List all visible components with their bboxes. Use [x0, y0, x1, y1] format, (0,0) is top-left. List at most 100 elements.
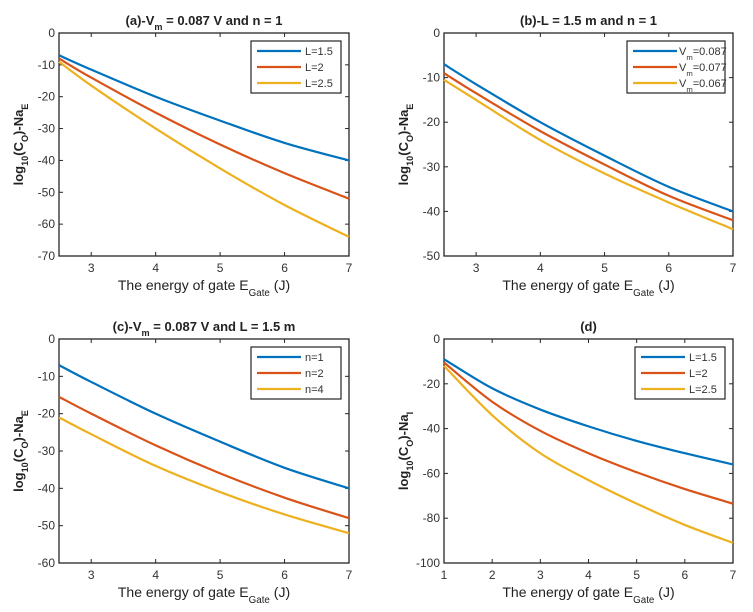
ylabel-text: )-Na: [396, 109, 411, 135]
y-tick-label: -10: [38, 58, 56, 72]
ylabel-subscript: O: [405, 440, 415, 447]
xlabel-text: (J): [270, 277, 290, 293]
legend: n=1 n=2 n=4: [250, 346, 342, 400]
ylabel-subscript: 10: [405, 460, 415, 470]
series-line-1: [443, 63, 734, 213]
xlabel-subscript: Gate: [249, 288, 271, 299]
subplot-c: 3 4 5 6 7 0 -10 -20 -30 -40 -50 -60 n=1 n=2 n=4 (c)-Vm …: [11, 319, 353, 606]
x-tick-label: 7: [346, 568, 353, 582]
y-tick-label: 0: [48, 26, 55, 40]
ylabel-text: )-Na: [11, 415, 26, 441]
x-tick-label: 7: [730, 568, 737, 582]
y-tick-label: -10: [423, 71, 441, 85]
ylabel-subscript: E: [20, 104, 30, 110]
ylabel-text: (C: [11, 448, 26, 462]
ylabel-subscript: 10: [405, 156, 415, 166]
xlabel-subscript: Gate: [633, 595, 655, 606]
series-line-1: [443, 358, 734, 466]
subplot-d: 1 2 3 4 5 6 7 0 -20 -40 -60 -80 -100 L=1.5 L=2 L=2.5 (d)…: [396, 319, 737, 606]
y-tick-label: -20: [423, 377, 441, 391]
x-tick-label: 3: [88, 568, 95, 582]
title-text: (a)-V: [126, 13, 155, 28]
y-tick-label: -20: [423, 115, 441, 129]
legend-label: L=2.5: [689, 384, 717, 396]
legend-label-subscript: m: [686, 69, 692, 78]
xlabel-subscript: Gate: [249, 595, 271, 606]
y-tick-label: 0: [433, 332, 440, 346]
x-tick-label: 3: [88, 261, 95, 275]
y-tick-label: 0: [48, 332, 55, 346]
y-tick-label: -60: [38, 556, 56, 570]
series-line-3: [443, 78, 734, 231]
legend: L=1.5 L=2 L=2.5: [634, 346, 726, 400]
x-tick-label: 1: [441, 568, 448, 582]
y-tick-label: -60: [423, 466, 441, 480]
ylabel-subscript: O: [20, 135, 30, 142]
series-line-2: [443, 72, 734, 222]
legend-label-text: L=2: [305, 62, 324, 74]
y-tick-label: -60: [38, 217, 56, 231]
legend-label: L=1.5: [305, 46, 333, 58]
xlabel-text: The energy of gate E: [118, 584, 249, 600]
ylabel-text: (C: [396, 446, 411, 460]
xlabel-text: The energy of gate E: [502, 584, 633, 600]
y-tick-label: -30: [423, 160, 441, 174]
x-tick-label: 4: [585, 568, 592, 582]
title-text: (b)-L = 1.5 m and n = 1: [520, 13, 657, 28]
y-axis-label: log10(CO)-NaE: [396, 104, 415, 186]
y-tick-label: -30: [38, 444, 56, 458]
xlabel-text: (J): [270, 584, 290, 600]
ylabel-text: log: [396, 471, 411, 491]
ylabel-subscript: E: [20, 410, 30, 416]
legend-label-text: L=2.5: [689, 384, 717, 396]
y-tick-label: -50: [38, 519, 56, 533]
x-tick-label: 5: [217, 261, 224, 275]
y-tick-label: -10: [38, 369, 56, 383]
y-axis-label: log10(CO)-NaI: [396, 412, 415, 490]
xlabel-text: The energy of gate E: [502, 277, 633, 293]
title-subscript: m: [154, 22, 162, 32]
subplot-b: 3 4 5 6 70-10-20-30-40-50Vm=0.087Vm=0.077Vm=…: [396, 13, 737, 299]
x-axis-label: The energy of gate EGate (J): [502, 277, 674, 299]
legend-label-text: =0.067: [693, 78, 727, 90]
y-tick-label: -100: [416, 556, 440, 570]
x-tick-label: 4: [152, 261, 159, 275]
x-tick-label: 6: [281, 261, 288, 275]
ylabel-subscript: O: [405, 135, 415, 142]
y-tick-label: 0: [433, 26, 440, 40]
xlabel-text: The energy of gate E: [118, 277, 249, 293]
ylabel-subscript: O: [20, 441, 30, 448]
chart-title: (d): [580, 319, 597, 334]
xlabel-text: (J): [654, 277, 674, 293]
series-line-1: [58, 54, 350, 162]
y-tick-label: -50: [38, 185, 56, 199]
x-axis-label: The energy of gate EGate (J): [118, 277, 290, 299]
title-text: = 0.087 V and n = 1: [163, 13, 283, 28]
x-tick-label: 5: [217, 568, 224, 582]
y-axis-label: log10(CO)-NaE: [11, 104, 30, 186]
legend-label-text: =0.087: [693, 46, 727, 58]
title-text: (d): [580, 319, 597, 334]
x-tick-label: 7: [346, 261, 353, 275]
ylabel-text: log: [11, 166, 26, 186]
series-line-3: [443, 365, 734, 544]
subplot-a: 3 4 5 6 7 0 -10 -20 -30 -40 -50 -60 -70 L=1.5 L=2 L=2.5…: [11, 13, 353, 299]
legend-label: n=2: [305, 368, 324, 380]
x-tick-label: 4: [152, 568, 159, 582]
ylabel-text: )-Na: [396, 414, 411, 440]
legend-label-text: n=2: [305, 368, 324, 380]
series-line-3: [58, 60, 350, 238]
x-tick-label: 5: [633, 568, 640, 582]
legend-label: Vm=0.067: [679, 78, 727, 94]
x-axis-label: The energy of gate EGate (J): [118, 584, 290, 606]
legend-label-subscript: m: [686, 53, 692, 62]
ylabel-subscript: 10: [20, 462, 30, 472]
legend-label-text: V: [679, 46, 687, 58]
legend-label: L=2.5: [305, 78, 333, 90]
y-tick-label: -40: [38, 481, 56, 495]
title-text: = 0.087 V and L = 1.5 m: [150, 319, 296, 334]
legend-label-text: L=2.5: [305, 78, 333, 90]
legend-label-text: n=4: [305, 384, 324, 396]
